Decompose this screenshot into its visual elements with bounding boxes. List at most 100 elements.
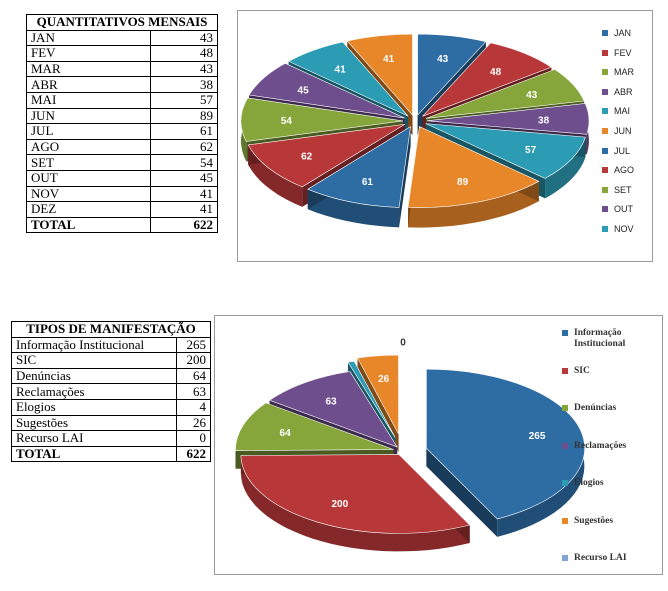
legend-item: JUN <box>602 126 634 146</box>
row-value: 43 <box>151 30 218 46</box>
row-label: SIC <box>12 353 177 369</box>
data-label: 43 <box>526 90 538 101</box>
row-value: 26 <box>176 415 210 431</box>
row-label: NOV <box>27 186 151 202</box>
row-value: 4 <box>176 399 210 415</box>
total-label: TOTAL <box>27 217 151 233</box>
legend-item: Elogios <box>562 478 654 516</box>
legend-label: JAN <box>614 28 631 38</box>
legend-item: OUT <box>602 204 634 224</box>
legend-swatch <box>562 480 568 486</box>
legend-item: JAN <box>602 28 634 48</box>
legend-label: Sugestões <box>574 516 654 527</box>
data-label: 45 <box>298 85 310 96</box>
legend-swatch <box>602 108 608 114</box>
data-label: 0 <box>400 338 406 349</box>
legend-item: MAR <box>602 67 634 87</box>
legend-item: FEV <box>602 48 634 68</box>
legend-swatch <box>562 405 568 411</box>
row-label: AGO <box>27 139 151 155</box>
legend-swatch <box>562 330 568 336</box>
row-label: Recurso LAI <box>12 431 177 447</box>
table-title: QUANTITATIVOS MENSAIS <box>27 15 218 31</box>
legend-swatch <box>602 148 608 154</box>
legend-swatch <box>602 30 608 36</box>
legend-item: JUL <box>602 146 634 166</box>
row-value: 0 <box>176 431 210 447</box>
legend-label: Denúncias <box>574 403 654 414</box>
row-value: 41 <box>151 202 218 218</box>
legend-item: AGO <box>602 165 634 185</box>
legend-label: Recurso LAI <box>574 553 654 564</box>
row-label: Denúncias <box>12 368 177 384</box>
legend-item: Denúncias <box>562 403 654 441</box>
data-label: 57 <box>525 145 537 156</box>
data-label: 64 <box>280 428 292 439</box>
table-title: TIPOS DE MANIFESTAÇÃO <box>12 322 211 338</box>
row-label: OUT <box>27 170 151 186</box>
row-label: Sugestões <box>12 415 177 431</box>
legend-item: Informação Institucional <box>562 328 654 366</box>
legend-label: MAR <box>614 67 634 77</box>
row-value: 61 <box>151 124 218 140</box>
legend-swatch <box>602 69 608 75</box>
legend-item: SIC <box>562 366 654 404</box>
data-label: 43 <box>437 54 449 65</box>
legend-item: Recurso LAI <box>562 553 654 591</box>
data-label: 4 <box>344 350 350 361</box>
row-label: MAI <box>27 92 151 108</box>
legend-label: Reclamações <box>574 441 654 452</box>
data-label: 61 <box>362 177 374 188</box>
legend-swatch <box>602 187 608 193</box>
total-value: 622 <box>176 446 210 462</box>
row-value: 89 <box>151 108 218 124</box>
row-label: JAN <box>27 30 151 46</box>
legend-label: ABR <box>614 87 633 97</box>
legend-label: SIC <box>574 366 654 377</box>
total-label: TOTAL <box>12 446 177 462</box>
legend-label: Informação Institucional <box>574 328 654 350</box>
row-label: JUN <box>27 108 151 124</box>
data-label: 48 <box>490 67 502 78</box>
row-label: Elogios <box>12 399 177 415</box>
legend-swatch <box>602 50 608 56</box>
pie-tops <box>235 355 584 533</box>
legend-swatch <box>602 226 608 232</box>
table-header-row: QUANTITATIVOS MENSAIS <box>27 15 218 31</box>
legend-item: Reclamações <box>562 441 654 479</box>
manifestation-types-table: TIPOS DE MANIFESTAÇÃO Informação Institu… <box>11 321 211 462</box>
row-value: 63 <box>176 384 210 400</box>
data-label: 26 <box>378 374 390 385</box>
legend-swatch <box>602 128 608 134</box>
legend-label: AGO <box>614 165 634 175</box>
row-label: Reclamações <box>12 384 177 400</box>
legend-item: Sugestões <box>562 516 654 554</box>
legend-label: SET <box>614 185 632 195</box>
legend-label: MAI <box>614 106 630 116</box>
row-value: 48 <box>151 46 218 62</box>
data-label: 38 <box>538 115 550 126</box>
row-label: DEZ <box>27 202 151 218</box>
legend-swatch <box>602 167 608 173</box>
legend-item: ABR <box>602 87 634 107</box>
legend-swatch <box>602 89 608 95</box>
data-label: 62 <box>301 152 313 163</box>
pie-tops <box>241 34 589 207</box>
